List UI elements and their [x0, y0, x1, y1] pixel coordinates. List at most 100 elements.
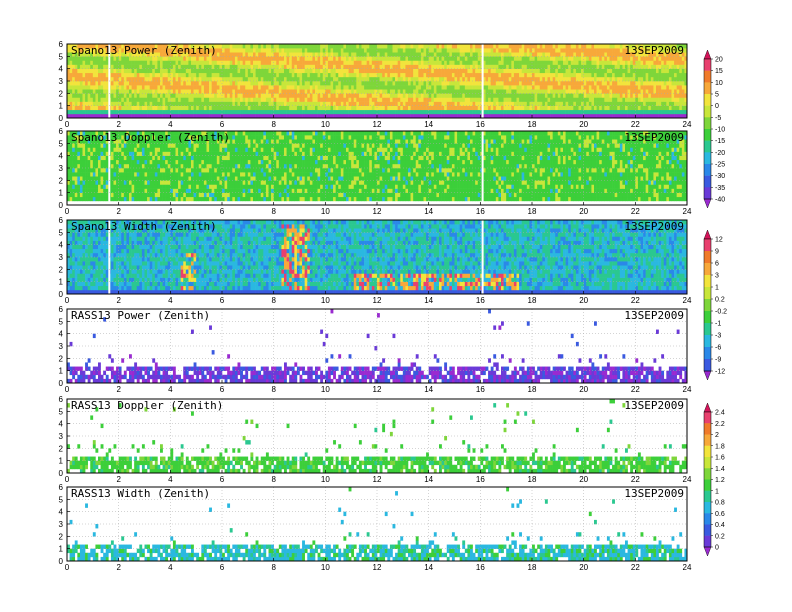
heatmap-cell [95, 93, 99, 98]
heatmap-cell [565, 85, 569, 90]
heatmap-cell [650, 76, 654, 82]
heatmap-cell [77, 147, 81, 152]
heatmap-cell [242, 52, 246, 57]
heatmap-cell [234, 60, 238, 65]
heatmap-cell [157, 151, 161, 156]
heatmap-cell [294, 93, 298, 98]
heatmap-cell [85, 180, 88, 185]
heatmap-cell [103, 159, 107, 165]
heatmap-cell [681, 81, 685, 86]
heatmap-cell [348, 105, 352, 111]
heatmap-cell [511, 72, 515, 78]
heatmap-cell [464, 60, 468, 65]
heatmap-cell [121, 56, 125, 61]
heatmap-cell [255, 89, 259, 94]
heatmap-cell [346, 93, 349, 98]
heatmap-cell [85, 101, 88, 106]
heatmap-cell [172, 89, 176, 94]
heatmap-cell [294, 68, 298, 74]
heatmap-cell [123, 44, 127, 49]
heatmap-cell [369, 48, 373, 53]
heatmap-cell [573, 81, 577, 86]
heatmap-cell [459, 89, 463, 94]
heatmap-cell [193, 52, 197, 57]
heatmap-cell [110, 97, 114, 102]
heatmap-cell [294, 56, 298, 61]
heatmap-cell [110, 68, 114, 74]
heatmap-cell [152, 48, 156, 53]
heatmap-cell [534, 48, 538, 53]
heatmap-cell [265, 89, 269, 94]
heatmap-cell [415, 60, 419, 65]
heatmap-cell [645, 81, 649, 86]
heatmap-cell [519, 72, 522, 78]
heatmap-cell [658, 48, 662, 53]
heatmap-cell [433, 105, 437, 111]
heatmap-cell [550, 109, 553, 115]
heatmap-cell [229, 113, 233, 119]
heatmap-cell [201, 60, 205, 65]
heatmap-cell [379, 76, 383, 82]
heatmap-cell [650, 89, 654, 94]
heatmap-cell [529, 93, 533, 98]
heatmap-cell [154, 147, 158, 152]
heatmap-cell [82, 105, 86, 111]
heatmap-cell [160, 85, 163, 90]
heatmap-cell [560, 101, 564, 106]
heatmap-cell [165, 72, 169, 78]
heatmap-cell [477, 109, 481, 115]
heatmap-cell [493, 97, 497, 102]
heatmap-cell [348, 85, 352, 90]
heatmap-cell [162, 85, 166, 90]
heatmap-cell [113, 143, 117, 148]
heatmap-cell [307, 64, 311, 69]
heatmap-cell [674, 85, 677, 90]
heatmap-cell [457, 101, 460, 106]
heatmap-cell [532, 113, 535, 119]
heatmap-cell [196, 64, 200, 69]
x-tick-label: 24 [683, 120, 692, 129]
heatmap-cell [379, 72, 383, 78]
heatmap-cell [67, 85, 70, 90]
heatmap-cell [77, 52, 81, 57]
heatmap-cell [542, 48, 546, 53]
heatmap-cell [271, 52, 274, 57]
heatmap-cell [493, 109, 497, 115]
heatmap-cell [506, 105, 510, 111]
heatmap-cell [260, 89, 264, 94]
heatmap-cell [232, 44, 236, 49]
heatmap-cell [183, 48, 187, 53]
heatmap-cell [118, 159, 122, 165]
heatmap-cell [67, 56, 70, 61]
heatmap-cell [271, 113, 274, 119]
heatmap-cell [113, 113, 117, 119]
heatmap-cell [369, 60, 373, 65]
heatmap-cell [384, 60, 388, 65]
heatmap-cell [136, 139, 140, 144]
heatmap-cell [294, 105, 298, 111]
heatmap-cell [400, 68, 404, 74]
heatmap-cell [513, 48, 517, 53]
heatmap-cell [426, 60, 429, 65]
heatmap-cell [464, 113, 468, 119]
heatmap-cell [152, 72, 156, 78]
heatmap-cell [364, 81, 367, 86]
heatmap-cell [472, 72, 476, 78]
heatmap-cell [521, 76, 525, 82]
heatmap-cell [513, 105, 517, 111]
heatmap-cell [144, 109, 148, 115]
heatmap-cell [485, 44, 489, 49]
heatmap-cell [464, 97, 468, 102]
heatmap-cell [550, 68, 553, 74]
heatmap-cell [216, 93, 220, 98]
heatmap-cell [333, 101, 336, 106]
heatmap-cell [640, 76, 644, 82]
heatmap-cell [216, 76, 220, 82]
heatmap-cell [98, 196, 101, 202]
heatmap-cell [69, 89, 73, 94]
heatmap-cell [565, 52, 569, 57]
heatmap-cell [167, 105, 171, 111]
heatmap-cell [351, 101, 355, 106]
heatmap-cell [317, 56, 321, 61]
heatmap-cell [371, 105, 375, 111]
